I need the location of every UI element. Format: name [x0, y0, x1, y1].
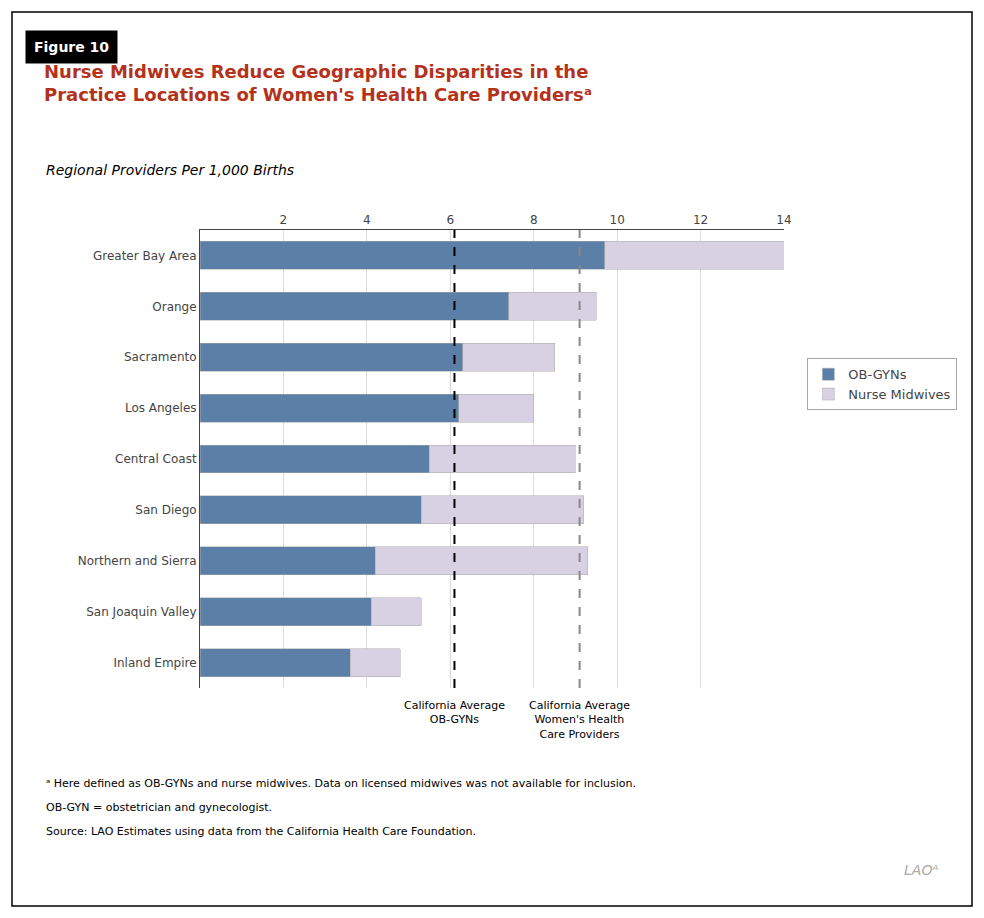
- svg-text:ᵃ Here defined as OB-GYNs and: ᵃ Here defined as OB-GYNs and nurse midw…: [46, 777, 636, 790]
- svg-text:10: 10: [609, 213, 624, 227]
- svg-text:Central Coast: Central Coast: [115, 452, 197, 466]
- svg-text:Nurse Midwives Reduce Geograph: Nurse Midwives Reduce Geographic Dispari…: [44, 61, 592, 105]
- svg-text:Sacramento: Sacramento: [124, 350, 197, 364]
- svg-text:Nurse Midwives: Nurse Midwives: [848, 387, 950, 402]
- svg-text:California AverageOB-GYNs: California AverageOB-GYNs: [404, 699, 505, 726]
- svg-text:Source: LAO Estimates using da: Source: LAO Estimates using data from th…: [46, 825, 476, 838]
- svg-text:8: 8: [530, 213, 538, 227]
- svg-text:Los Angeles: Los Angeles: [125, 401, 197, 415]
- svg-text:12: 12: [693, 213, 708, 227]
- svg-text:LAOᴬ: LAOᴬ: [904, 862, 938, 878]
- svg-text:14: 14: [776, 213, 791, 227]
- svg-text:San Joaquin Valley: San Joaquin Valley: [86, 605, 196, 619]
- svg-text:2: 2: [280, 213, 288, 227]
- svg-text:Orange: Orange: [152, 300, 196, 314]
- svg-text:Inland Empire: Inland Empire: [113, 656, 196, 670]
- svg-text:OB-GYN = obstetrician and gyne: OB-GYN = obstetrician and gynecologist.: [46, 801, 272, 814]
- svg-text:San Diego: San Diego: [135, 503, 196, 517]
- svg-text:4: 4: [363, 213, 371, 227]
- svg-text:Northern and Sierra: Northern and Sierra: [78, 554, 197, 568]
- svg-text:6: 6: [446, 213, 454, 227]
- svg-text:OB-GYNs: OB-GYNs: [848, 367, 906, 382]
- svg-text:Regional Providers Per 1,000 B: Regional Providers Per 1,000 Births: [46, 162, 294, 178]
- svg-text:California AverageWomen's Heal: California AverageWomen's HealthCare Pro…: [529, 699, 630, 741]
- svg-text:Greater Bay Area: Greater Bay Area: [93, 249, 197, 263]
- svg-text:Figure 10: Figure 10: [34, 39, 109, 55]
